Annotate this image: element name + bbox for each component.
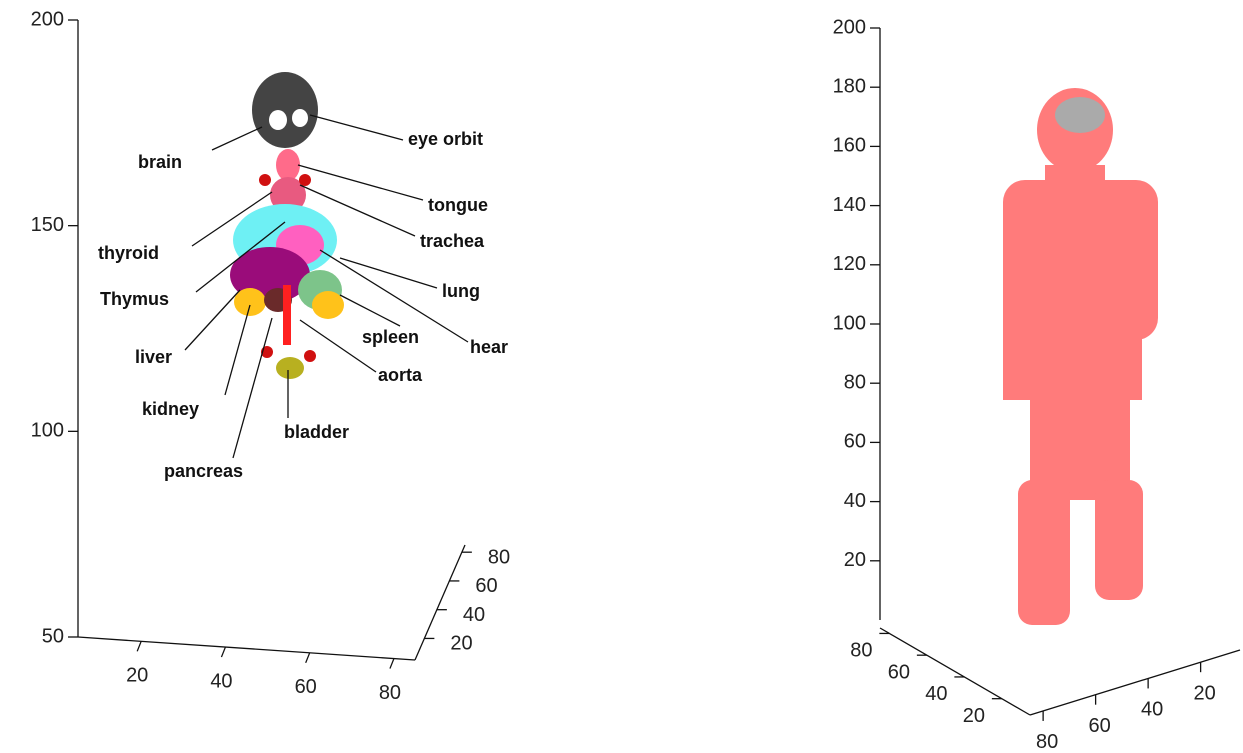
tick-label: 100 (833, 312, 866, 334)
annotation: tongue (428, 195, 488, 215)
annotation: brain (138, 152, 182, 172)
leader-line (232, 317, 273, 459)
axis-line (1029, 649, 1241, 716)
axis-line (77, 636, 416, 661)
tick-mark (389, 658, 395, 669)
tick-label: 80 (488, 546, 510, 568)
leader-line (211, 126, 263, 151)
leader-line (309, 114, 404, 141)
tick-label: 40 (463, 604, 485, 626)
tick-label: 40 (210, 670, 232, 692)
leader-line (299, 184, 416, 237)
leader-line (339, 257, 438, 289)
annotation: trachea (420, 231, 485, 251)
annotation: eye orbit (408, 129, 483, 149)
body (1003, 88, 1158, 625)
tick-label: 140 (833, 194, 866, 216)
leader-line (319, 249, 469, 343)
tick-label: 160 (833, 135, 866, 157)
leader-line (299, 319, 377, 373)
tick-label: 20 (450, 633, 472, 655)
tick-label: 40 (1141, 699, 1163, 721)
tick-label: 50 (42, 625, 64, 647)
leader-line (339, 294, 401, 327)
annotation: kidney (142, 399, 199, 419)
annotation: thyroid (98, 243, 159, 263)
tick-label: 150 (31, 214, 64, 236)
annotation: Thymus (100, 289, 169, 309)
leader-line (224, 304, 251, 396)
tick-label: 180 (833, 75, 866, 97)
leader-line (184, 289, 241, 351)
tick-label: 100 (31, 420, 64, 442)
tick-label: 60 (475, 575, 497, 597)
annotation: liver (135, 347, 172, 367)
tick-label: 60 (844, 431, 866, 453)
tick-label: 20 (1194, 682, 1216, 704)
tick-mark (220, 646, 227, 658)
tick-label: 80 (850, 640, 872, 662)
tick-label: 200 (31, 8, 64, 30)
tick-mark (136, 641, 142, 652)
tick-label: 60 (888, 661, 910, 683)
tick-label: 120 (833, 253, 866, 275)
annotation: spleen (362, 327, 419, 347)
leader-line (195, 221, 286, 293)
tick-label: 20 (844, 549, 866, 571)
axis-line (879, 627, 1031, 716)
tick-label: 40 (925, 683, 947, 705)
annotation: bladder (284, 422, 349, 442)
organs (230, 72, 344, 379)
leader-line (191, 191, 273, 247)
tick-label: 200 (833, 16, 866, 38)
tick-label: 80 (1036, 731, 1058, 753)
leader-line (297, 164, 424, 201)
tick-label: 80 (844, 371, 866, 393)
axis-line (414, 544, 466, 661)
tick-label: 20 (126, 665, 148, 687)
annotation: hear (470, 337, 508, 357)
annotation: lung (442, 281, 480, 301)
tick-label: 20 (963, 705, 985, 727)
tick-label: 60 (295, 676, 317, 698)
tick-label: 60 (1089, 715, 1111, 737)
tick-label: 40 (844, 490, 866, 512)
tick-label: 80 (379, 682, 401, 704)
annotation: pancreas (164, 461, 243, 481)
tick-mark (305, 652, 311, 664)
annotation: aorta (378, 365, 423, 385)
